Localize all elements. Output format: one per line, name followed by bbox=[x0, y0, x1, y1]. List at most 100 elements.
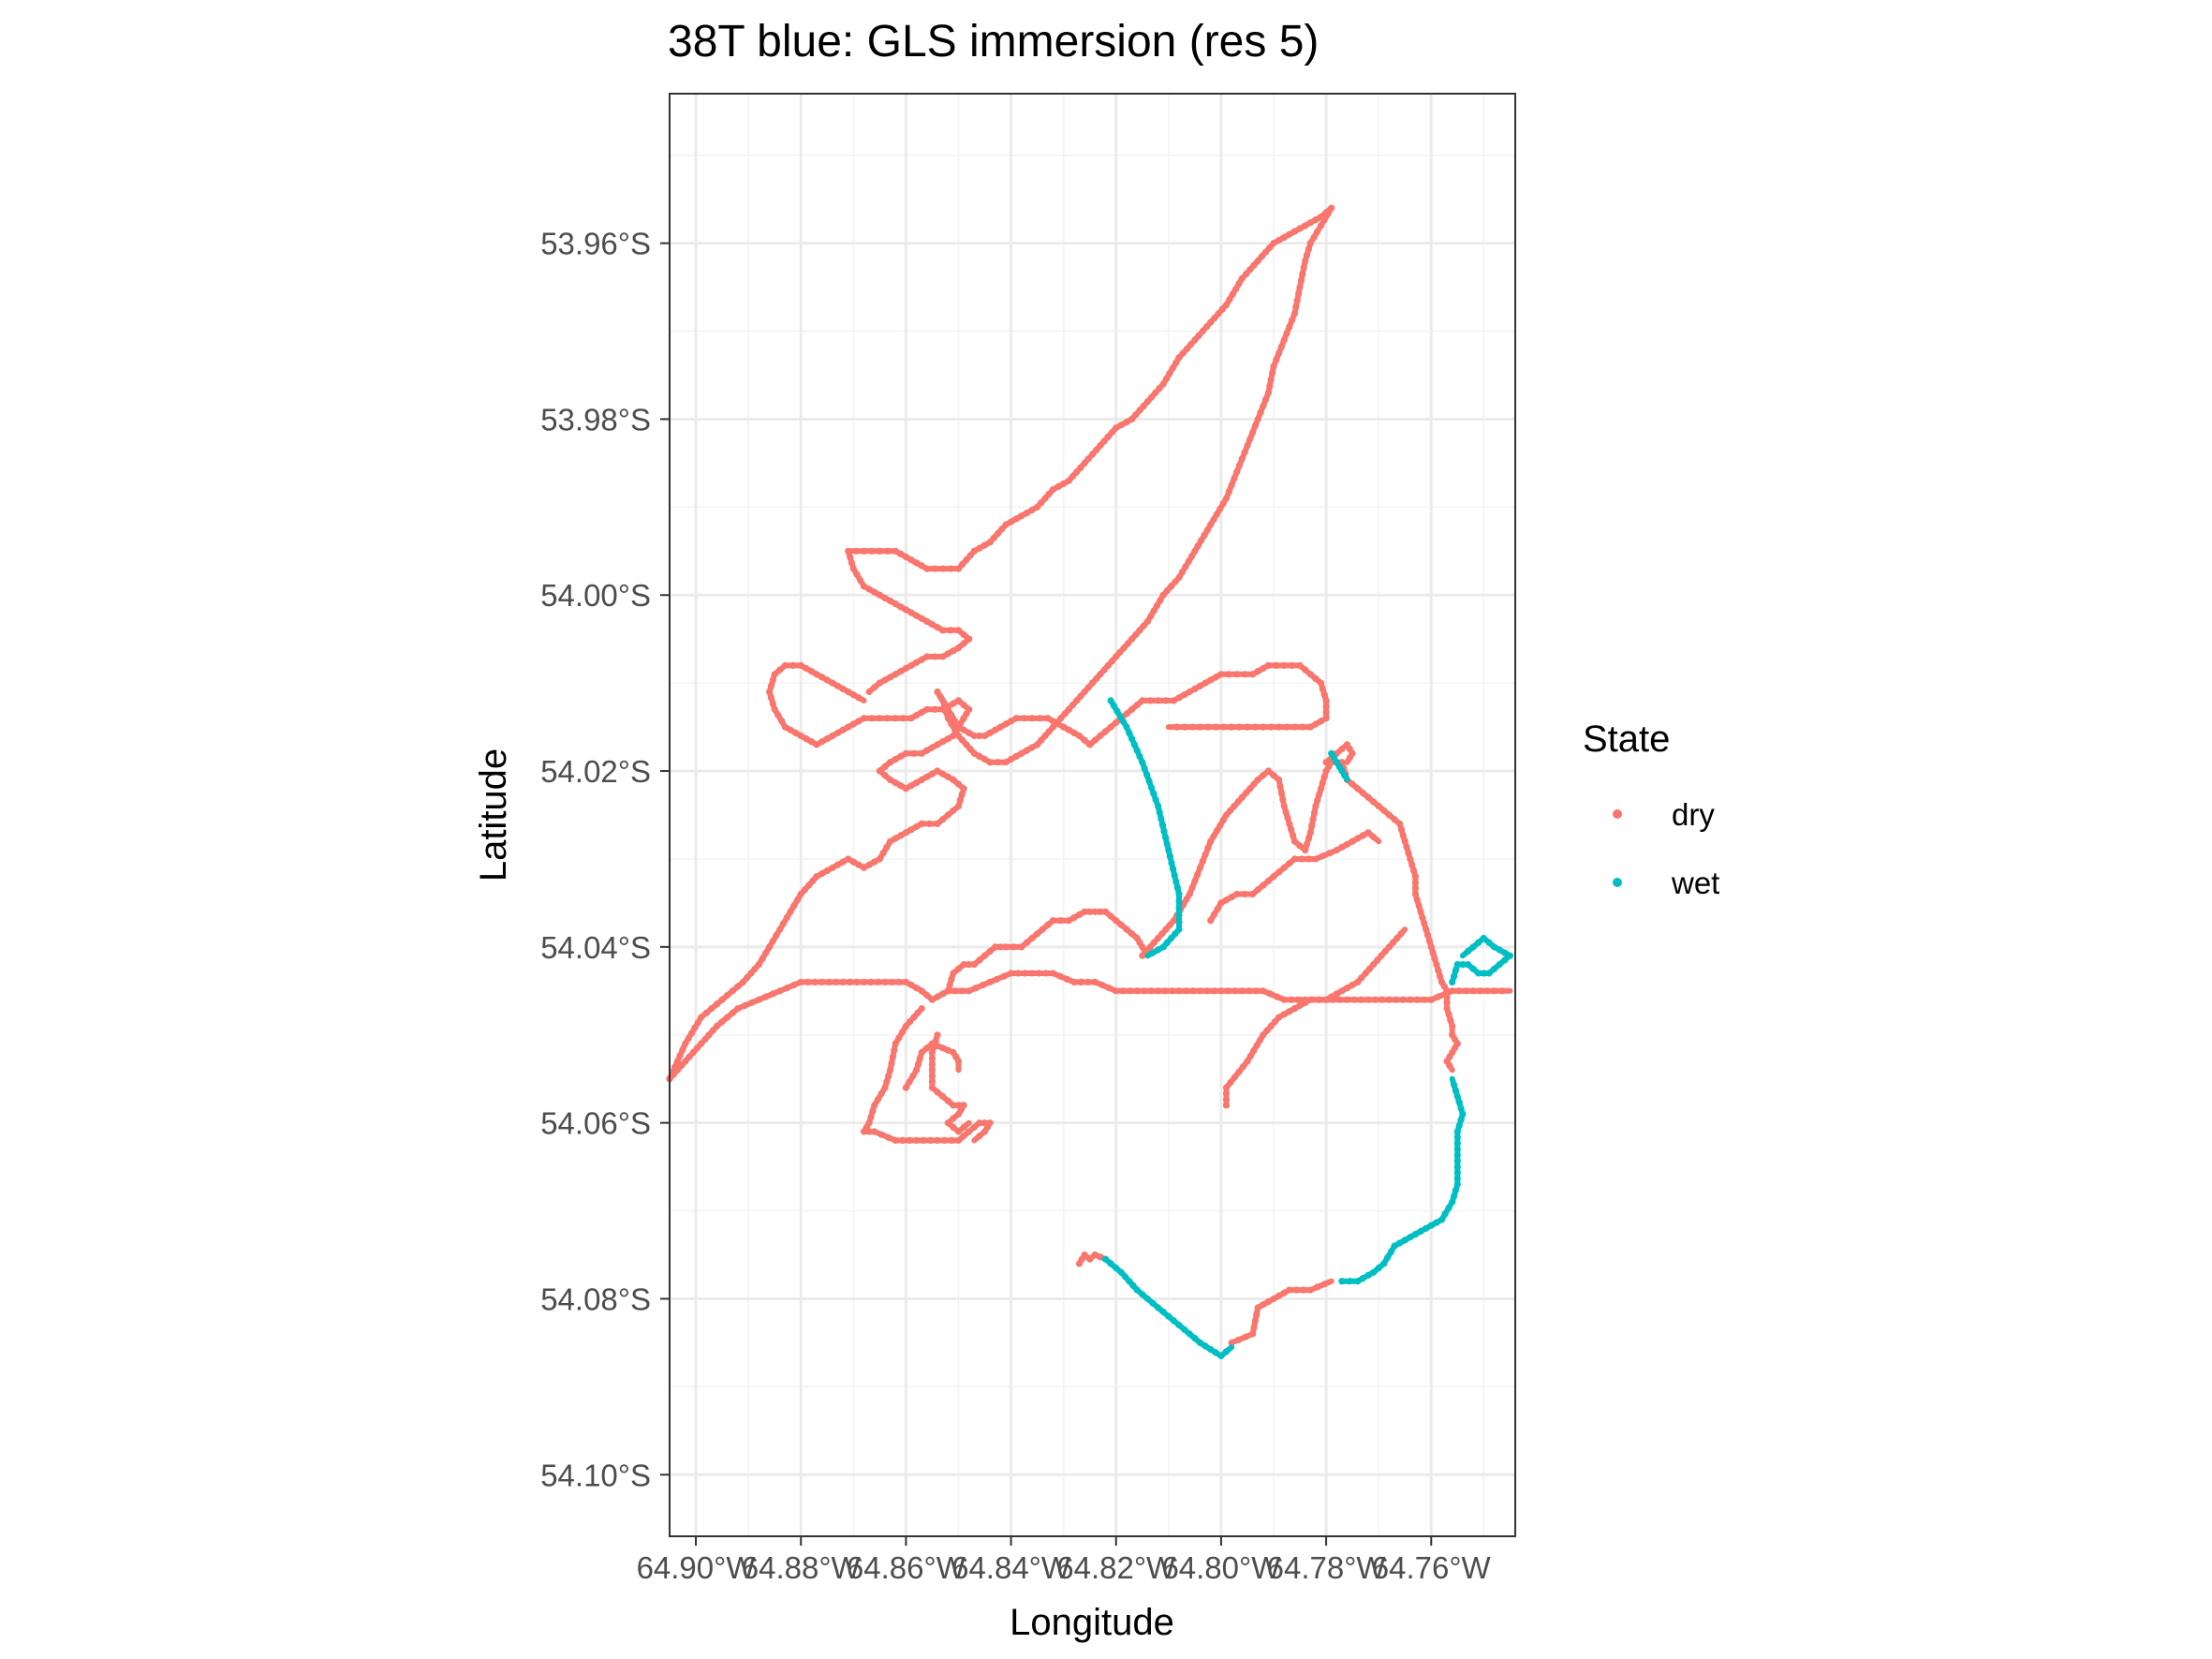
point-dry bbox=[1233, 468, 1241, 476]
point-dry bbox=[1215, 310, 1222, 318]
point-dry bbox=[1310, 809, 1319, 817]
point-wet bbox=[1469, 965, 1477, 972]
point-dry bbox=[1401, 837, 1408, 845]
point-dry bbox=[729, 1009, 736, 1016]
point-dry bbox=[877, 1131, 885, 1138]
point-dry bbox=[1359, 789, 1366, 797]
point-dry bbox=[1086, 908, 1094, 915]
point-dry bbox=[944, 1046, 951, 1054]
point-dry bbox=[892, 779, 899, 787]
point-dry bbox=[778, 718, 786, 725]
point-dry bbox=[1354, 835, 1362, 842]
point-dry bbox=[928, 1078, 936, 1086]
point-wet bbox=[1401, 1237, 1408, 1244]
point-dry bbox=[1260, 1301, 1267, 1309]
point-dry bbox=[779, 920, 788, 927]
point-dry bbox=[1305, 855, 1312, 863]
point-dry bbox=[1250, 780, 1258, 788]
point-dry bbox=[682, 1040, 689, 1047]
point-dry bbox=[803, 664, 810, 673]
point-dry bbox=[1310, 233, 1318, 241]
track-points-dry-7 bbox=[860, 1005, 994, 1144]
point-dry bbox=[1002, 720, 1010, 728]
point-dry bbox=[897, 782, 905, 790]
point-dry bbox=[918, 708, 925, 717]
point-dry bbox=[1435, 967, 1442, 974]
point-dry bbox=[1198, 537, 1205, 544]
point-dry bbox=[1219, 817, 1227, 824]
point-dry bbox=[939, 627, 947, 634]
point-dry bbox=[1343, 840, 1351, 848]
point-dry bbox=[1312, 855, 1320, 863]
point-dry bbox=[1292, 304, 1300, 311]
point-dry bbox=[1226, 296, 1233, 304]
point-dry bbox=[1297, 276, 1305, 285]
point-dry bbox=[1280, 661, 1288, 670]
track-points-wet-0 bbox=[1101, 1255, 1231, 1360]
point-dry bbox=[769, 700, 776, 707]
point-dry bbox=[790, 981, 798, 989]
point-dry bbox=[918, 820, 925, 828]
point-dry bbox=[1300, 1286, 1307, 1294]
point-dry bbox=[910, 749, 918, 757]
point-dry bbox=[1280, 233, 1288, 241]
point-dry bbox=[960, 785, 967, 792]
point-dry bbox=[1317, 679, 1325, 687]
point-dry bbox=[1296, 1001, 1304, 1010]
point-dry bbox=[1320, 1281, 1328, 1288]
point-dry bbox=[1290, 855, 1298, 863]
point-dry bbox=[913, 779, 921, 787]
point-dry bbox=[970, 1123, 978, 1131]
y-tick-label-5: 54.06°S bbox=[540, 1106, 651, 1141]
point-dry bbox=[686, 1053, 693, 1060]
point-dry bbox=[934, 820, 941, 828]
point-dry bbox=[1172, 723, 1180, 731]
point-wet bbox=[1464, 947, 1472, 955]
point-dry bbox=[1244, 442, 1251, 450]
point-dry bbox=[1113, 718, 1120, 727]
point-dry bbox=[976, 956, 983, 964]
point-dry bbox=[1253, 1042, 1261, 1049]
point-dry bbox=[839, 726, 847, 733]
series-layer bbox=[666, 204, 1513, 1360]
point-dry bbox=[1162, 926, 1170, 933]
point-dry bbox=[1286, 1286, 1293, 1294]
point-dry bbox=[1202, 323, 1211, 331]
point-dry bbox=[1365, 965, 1373, 972]
point-dry bbox=[887, 837, 894, 845]
point-dry bbox=[767, 694, 775, 702]
point-dry bbox=[1302, 222, 1309, 230]
point-dry bbox=[1117, 921, 1125, 929]
point-dry bbox=[902, 1084, 910, 1091]
point-dry bbox=[865, 1128, 873, 1135]
point-dry bbox=[1035, 970, 1043, 977]
point-dry bbox=[1075, 732, 1084, 740]
point-dry bbox=[932, 1037, 939, 1044]
point-dry bbox=[1314, 1283, 1321, 1291]
point-dry bbox=[1162, 697, 1170, 704]
point-dry bbox=[948, 975, 955, 983]
point-dry bbox=[1159, 591, 1167, 599]
point-dry bbox=[1182, 987, 1190, 995]
point-dry bbox=[1270, 363, 1277, 370]
point-dry bbox=[1250, 1047, 1258, 1055]
point-dry bbox=[1183, 896, 1190, 903]
point-dry bbox=[1028, 744, 1036, 751]
point-dry bbox=[902, 829, 910, 837]
point-dry bbox=[1150, 607, 1158, 615]
point-dry bbox=[907, 826, 915, 834]
point-dry bbox=[1299, 270, 1306, 278]
point-dry bbox=[960, 1123, 967, 1131]
point-wet bbox=[1453, 1128, 1461, 1135]
point-dry bbox=[934, 1031, 941, 1039]
point-dry bbox=[874, 978, 882, 985]
point-dry bbox=[1317, 222, 1325, 230]
point-dry bbox=[950, 700, 957, 707]
point-dry bbox=[829, 864, 836, 871]
point-dry bbox=[1038, 736, 1045, 744]
point-dry bbox=[947, 565, 954, 572]
point-dry bbox=[1097, 1253, 1104, 1261]
point-dry bbox=[1437, 972, 1444, 980]
point-wet bbox=[1501, 956, 1509, 964]
point-dry bbox=[934, 1136, 941, 1144]
